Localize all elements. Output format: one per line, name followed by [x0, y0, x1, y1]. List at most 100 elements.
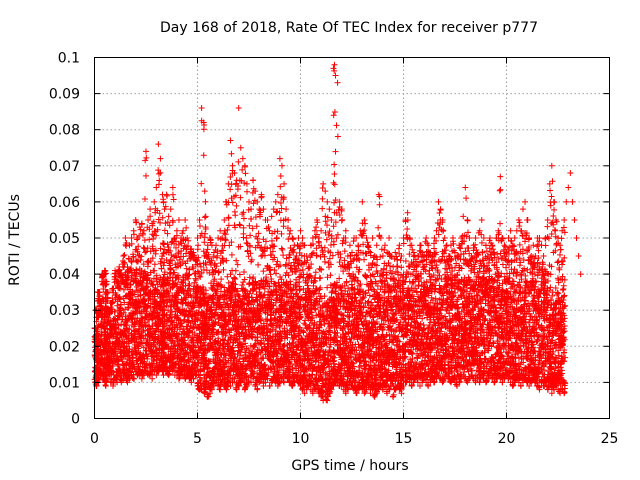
data-point	[319, 195, 326, 202]
data-point	[111, 324, 118, 331]
data-point	[297, 227, 304, 234]
data-point	[324, 284, 331, 291]
data-point	[155, 170, 162, 177]
data-point	[215, 268, 222, 275]
data-point	[312, 269, 319, 276]
data-point	[244, 188, 251, 195]
data-point	[198, 105, 205, 112]
data-point	[142, 172, 149, 179]
data-point	[114, 302, 121, 309]
data-point	[157, 219, 164, 226]
data-point	[141, 195, 148, 202]
data-point	[169, 219, 176, 226]
data-point	[200, 152, 207, 159]
data-point	[233, 202, 240, 209]
data-point	[299, 235, 306, 241]
data-point	[111, 308, 118, 315]
data-point	[109, 285, 116, 292]
data-point	[227, 137, 234, 144]
data-point	[320, 180, 327, 187]
data-point	[120, 375, 127, 382]
data-point	[220, 258, 227, 265]
data-point	[277, 262, 284, 269]
data-point	[153, 184, 160, 191]
data-point	[255, 261, 262, 268]
data-point	[243, 180, 250, 187]
data-point	[280, 252, 287, 259]
data-point	[239, 155, 246, 162]
data-point	[119, 358, 126, 365]
data-point	[246, 198, 252, 205]
data-point	[185, 237, 192, 244]
data-point	[117, 296, 124, 303]
data-point	[113, 331, 120, 338]
data-point	[151, 261, 158, 268]
data-point	[116, 267, 123, 274]
data-point	[228, 195, 235, 202]
data-point	[96, 299, 103, 306]
data-point	[278, 230, 285, 237]
data-point	[235, 105, 242, 112]
data-point	[147, 206, 154, 213]
data-point	[161, 227, 168, 234]
data-point	[201, 188, 208, 195]
data-point	[101, 270, 108, 277]
chart-title: Day 168 of 2018, Rate Of TEC Index for r…	[160, 20, 538, 36]
data-point	[94, 342, 101, 349]
data-point	[317, 274, 324, 281]
data-point	[222, 198, 229, 205]
data-point	[239, 281, 246, 288]
data-point	[105, 314, 112, 321]
data-point	[183, 224, 190, 231]
data-point	[229, 199, 236, 206]
data-point	[102, 267, 109, 274]
data-point	[216, 386, 223, 393]
data-point	[283, 206, 290, 213]
data-point	[222, 236, 229, 243]
data-point	[117, 330, 124, 337]
data-point	[273, 234, 280, 241]
data-point	[121, 251, 128, 258]
data-point	[278, 162, 285, 169]
data-point	[260, 206, 267, 213]
data-point	[319, 205, 326, 212]
data-point	[161, 240, 168, 247]
data-point	[94, 289, 101, 296]
data-point	[286, 230, 293, 237]
data-point	[97, 321, 104, 328]
data-point	[155, 181, 162, 188]
data-point	[250, 200, 257, 207]
data-point	[135, 243, 142, 250]
data-point	[306, 265, 313, 272]
data-point	[289, 236, 296, 243]
data-point	[316, 275, 323, 282]
data-point	[326, 206, 333, 213]
data-point	[241, 163, 248, 170]
data-point	[143, 148, 149, 155]
data-point	[232, 275, 239, 282]
data-point	[117, 307, 124, 314]
data-point	[109, 299, 116, 306]
data-point	[319, 184, 326, 191]
data-point	[232, 212, 239, 219]
data-point	[323, 222, 330, 229]
data-point	[228, 150, 235, 157]
data-point	[169, 184, 176, 191]
data-point	[218, 276, 225, 283]
data-point	[277, 183, 284, 190]
data-point	[98, 274, 105, 281]
data-point	[111, 273, 118, 280]
data-point	[324, 198, 331, 205]
data-point	[232, 267, 239, 274]
data-point	[202, 198, 209, 205]
data-point	[150, 235, 157, 242]
data-point	[122, 235, 129, 241]
data-point	[225, 222, 232, 229]
data-point	[231, 274, 238, 281]
data-point	[225, 214, 232, 221]
data-point	[281, 180, 288, 187]
data-point	[249, 177, 256, 184]
data-point	[313, 224, 320, 231]
data-point	[109, 333, 116, 340]
